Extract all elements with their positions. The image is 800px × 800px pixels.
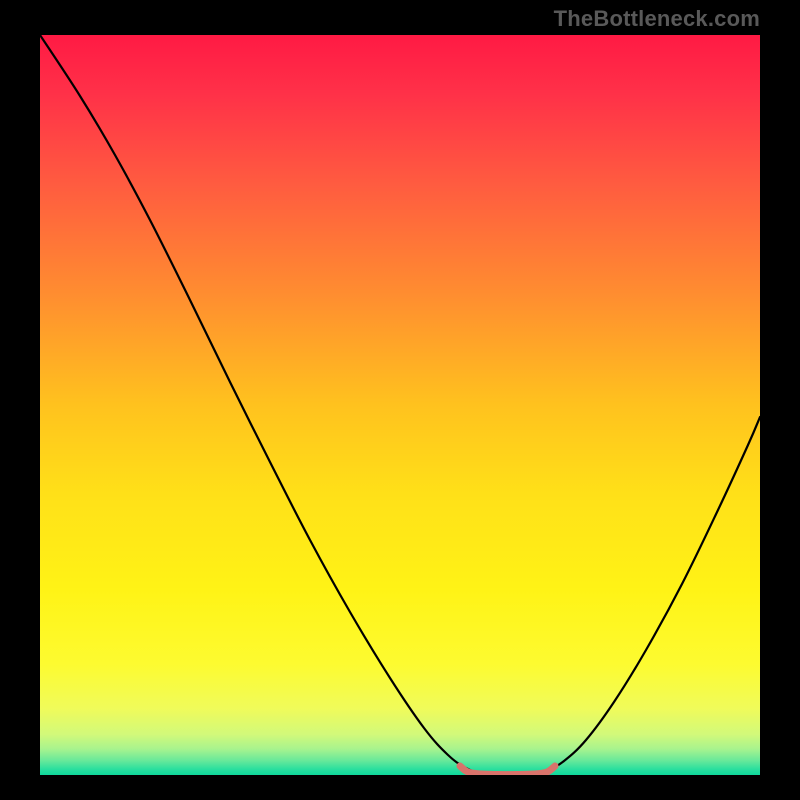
plot-area (40, 35, 760, 775)
chart-container: TheBottleneck.com (0, 0, 800, 800)
watermark-text: TheBottleneck.com (554, 6, 760, 32)
curve-layer (40, 35, 760, 775)
optimal-zone-marker (460, 766, 555, 775)
bottleneck-curve (40, 35, 760, 774)
